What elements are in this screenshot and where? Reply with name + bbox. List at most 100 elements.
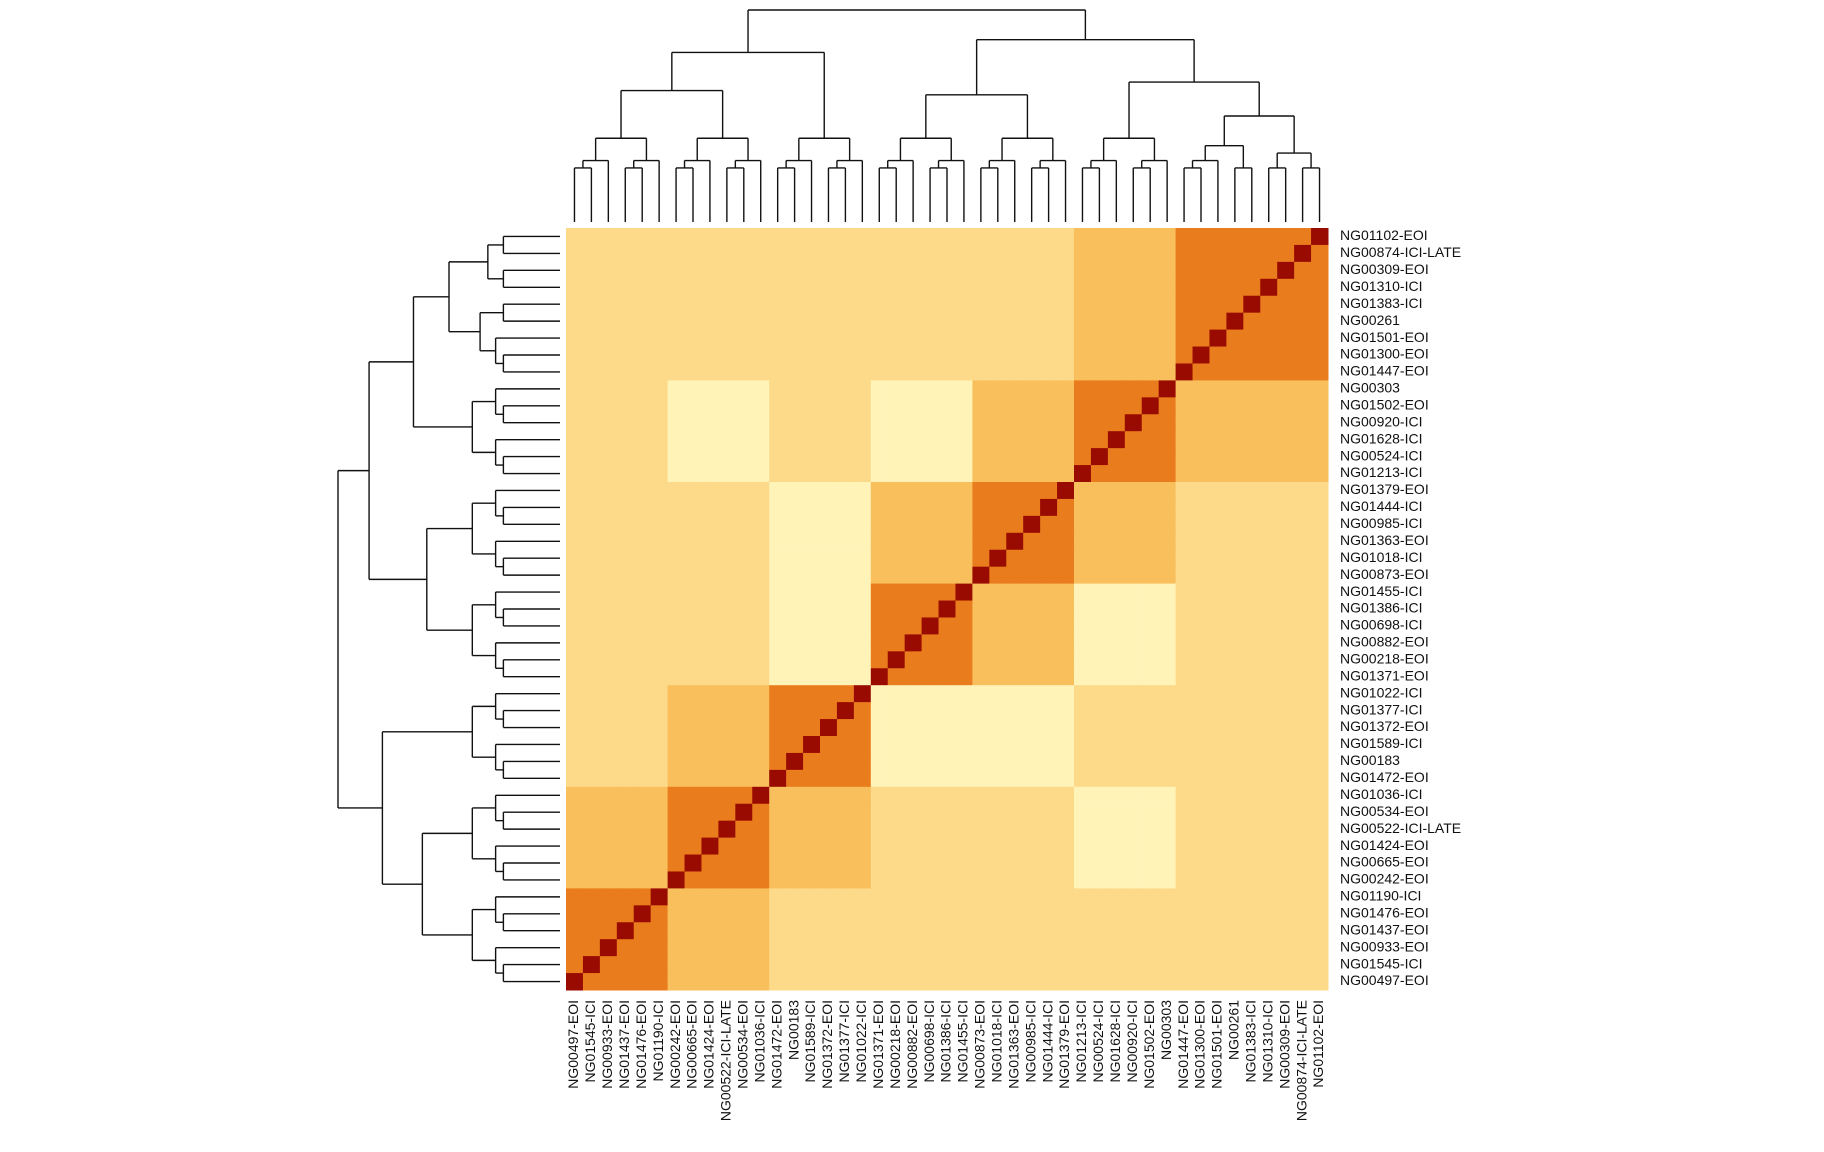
heatmap-cell [836, 634, 855, 652]
heatmap-cell [989, 397, 1007, 415]
heatmap-cell [1090, 549, 1109, 568]
heatmap-cell [1006, 532, 1024, 551]
heatmap-cell [667, 261, 686, 280]
heatmap-cell [1243, 973, 1261, 991]
heatmap-cell [989, 820, 1007, 839]
heatmap-cell [566, 922, 584, 940]
heatmap-cell [904, 617, 923, 635]
heatmap-cell [989, 786, 1007, 805]
heatmap-cell [633, 939, 652, 957]
column-label: NG01386-ICI [938, 1000, 954, 1082]
heatmap-cell [667, 380, 686, 398]
heatmap-cell [1124, 532, 1143, 551]
heatmap-cell [853, 769, 872, 788]
heatmap-cell [887, 261, 906, 280]
heatmap-cell [1226, 329, 1244, 348]
heatmap-cell [1040, 431, 1058, 449]
heatmap-cell [1175, 617, 1194, 635]
heatmap-cell [1040, 380, 1058, 398]
heatmap-cell [1090, 261, 1109, 280]
heatmap-cell [853, 786, 872, 805]
heatmap-cell [718, 295, 736, 314]
heatmap-cell [1277, 363, 1295, 381]
heatmap-cell [718, 549, 736, 568]
heatmap-cell [1074, 346, 1092, 364]
heatmap-cell [803, 448, 821, 466]
heatmap-cell [1141, 244, 1160, 263]
heatmap-cell [1192, 736, 1210, 754]
heatmap-cell [1090, 786, 1109, 805]
heatmap-cell [701, 414, 719, 432]
heatmap-cell [633, 295, 652, 314]
heatmap-cell [718, 769, 736, 788]
heatmap-cell [1107, 600, 1126, 618]
heatmap-cell [836, 515, 855, 534]
heatmap-cell [735, 651, 753, 669]
heatmap-cell [752, 498, 770, 517]
heatmap-cell [887, 329, 906, 348]
heatmap-cell [1294, 922, 1312, 940]
heatmap-cell [870, 329, 889, 348]
heatmap-cell [1277, 973, 1295, 991]
heatmap-cell [1124, 465, 1143, 483]
heatmap-cell [1226, 532, 1244, 551]
heatmap-cell [1260, 702, 1278, 720]
heatmap-cell [1226, 549, 1244, 568]
heatmap-cell [1294, 278, 1312, 297]
heatmap-cell [1311, 228, 1329, 246]
column-label: NG01036-ICI [751, 1000, 767, 1082]
heatmap-cell [1006, 871, 1024, 889]
heatmap-cell [1107, 888, 1126, 906]
heatmap-cell [786, 448, 804, 466]
heatmap-cell [955, 854, 973, 872]
heatmap-cell [921, 888, 940, 906]
heatmap-cell [566, 312, 584, 331]
column-label: NG00524-ICI [1090, 1000, 1106, 1082]
heatmap-cell [1040, 448, 1058, 466]
heatmap-cell [1040, 651, 1058, 669]
heatmap-cell [667, 482, 686, 500]
heatmap-cell [582, 668, 601, 686]
heatmap-cell [1294, 312, 1312, 331]
heatmap-cell [1107, 363, 1126, 381]
heatmap-cell [1124, 837, 1143, 856]
heatmap-cell [1209, 312, 1227, 331]
heatmap-cell [786, 854, 804, 872]
heatmap-cell [870, 939, 889, 957]
heatmap-cell [1192, 566, 1210, 585]
heatmap-cell [1090, 431, 1109, 449]
heatmap-cell [786, 600, 804, 618]
heatmap-cell [1226, 956, 1244, 974]
heatmap-cell [718, 566, 736, 585]
heatmap-cell [1243, 888, 1261, 906]
heatmap-cell [1074, 719, 1092, 737]
heatmap-cell [921, 346, 940, 364]
heatmap-cell [1260, 278, 1278, 297]
heatmap-cell [582, 312, 601, 331]
heatmap-cell [1175, 651, 1194, 669]
heatmap-cell [1192, 685, 1210, 703]
heatmap-cell [718, 498, 736, 517]
heatmap-cell [599, 752, 618, 771]
heatmap-cell [769, 854, 787, 872]
heatmap-cell [853, 702, 872, 720]
heatmap-cell [1023, 244, 1041, 263]
heatmap-cell [887, 515, 906, 534]
heatmap-cell [820, 498, 838, 517]
heatmap-cell [1192, 465, 1210, 483]
heatmap-cell [972, 397, 990, 415]
heatmap-cell [820, 719, 838, 737]
heatmap-cell [752, 549, 770, 568]
heatmap-cell [633, 702, 652, 720]
heatmap-cell [1040, 786, 1058, 805]
heatmap-cell [1040, 346, 1058, 364]
heatmap-cell [1057, 871, 1075, 889]
heatmap-cell [1023, 651, 1041, 669]
heatmap-cell [1006, 312, 1024, 331]
heatmap-cell [887, 397, 906, 415]
heatmap-cell [684, 431, 702, 449]
heatmap-cell [1040, 228, 1058, 246]
heatmap-cell [972, 482, 990, 500]
heatmap-cell [667, 278, 686, 297]
heatmap-cell [1006, 414, 1024, 432]
